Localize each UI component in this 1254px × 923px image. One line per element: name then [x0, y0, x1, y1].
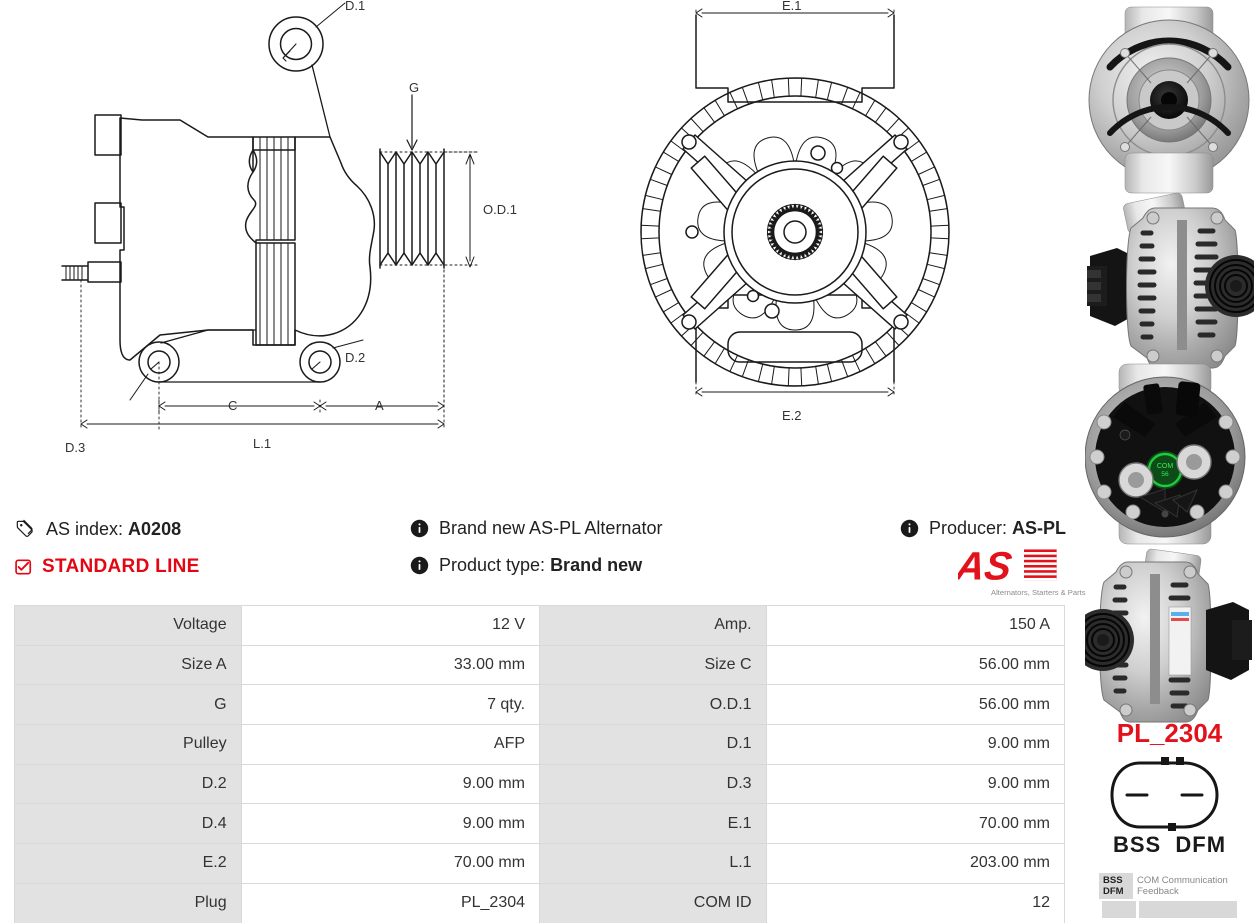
- svg-text:COM: COM: [1157, 463, 1174, 470]
- svg-text:56: 56: [1161, 471, 1169, 478]
- svg-text:AS: AS: [958, 545, 1015, 586]
